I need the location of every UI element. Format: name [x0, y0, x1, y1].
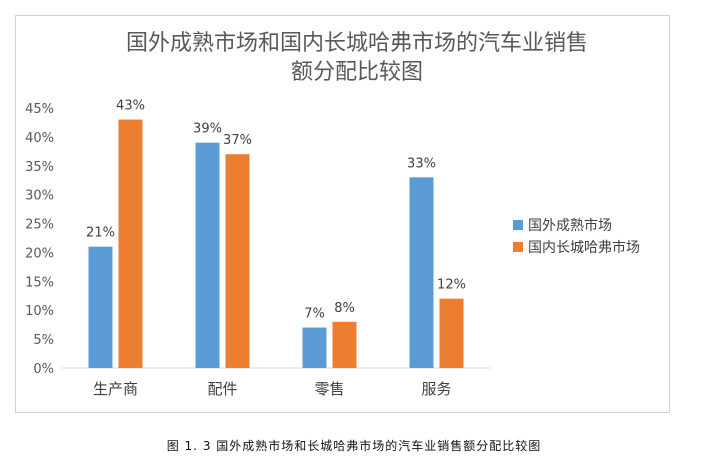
- legend-label: 国外成熟市场: [528, 217, 612, 234]
- y-tick-label: 5%: [33, 333, 54, 348]
- bar: [195, 142, 220, 368]
- figure-caption: 图 1. 3 国外成熟市场和长城哈弗市场的汽车业销售额分配比较图: [166, 439, 542, 453]
- y-tick-label: 35%: [25, 160, 54, 175]
- chart-title-line-1: 国外成熟市场和国内长城哈弗市场的汽车业销售: [126, 31, 588, 56]
- data-label: 43%: [116, 99, 145, 114]
- bar: [118, 119, 143, 368]
- legend-swatch: [513, 220, 523, 230]
- bar: [302, 327, 327, 368]
- data-label: 33%: [407, 156, 436, 171]
- data-label: 39%: [193, 122, 222, 137]
- data-label: 8%: [334, 301, 355, 316]
- y-tick-label: 15%: [25, 275, 54, 290]
- y-tick-label: 0%: [33, 362, 54, 377]
- y-axis: 0% 5% 10% 15% 20% 25% 30% 35% 40% 45%: [25, 102, 54, 377]
- chart-title-line-2: 额分配比较图: [291, 60, 423, 85]
- y-tick-label: 30%: [25, 189, 54, 204]
- bar: [225, 154, 250, 368]
- bar: [439, 298, 464, 368]
- data-label: 21%: [86, 226, 115, 241]
- x-tick-label: 服务: [421, 380, 451, 398]
- x-axis: 生产商 配件 零售 服务: [62, 367, 490, 398]
- data-label: 37%: [223, 133, 252, 148]
- bars: [88, 119, 464, 368]
- x-tick-label: 零售: [314, 380, 344, 398]
- data-label: 12%: [437, 278, 466, 293]
- bar: [409, 177, 434, 368]
- data-label: 7%: [304, 307, 325, 322]
- bar: [332, 321, 357, 368]
- x-tick-label: 配件: [207, 380, 237, 398]
- data-labels: 21% 43% 39%37% 7% 8% 33% 12%: [86, 99, 466, 322]
- legend-label: 国内长城哈弗市场: [528, 239, 640, 256]
- bar: [88, 246, 113, 368]
- y-tick-label: 45%: [25, 102, 54, 117]
- y-tick-label: 20%: [25, 246, 54, 261]
- x-tick-label: 生产商: [93, 380, 138, 398]
- legend-swatch: [513, 242, 523, 252]
- y-tick-label: 25%: [25, 218, 54, 233]
- y-tick-label: 10%: [25, 304, 54, 319]
- y-tick-label: 40%: [25, 131, 54, 146]
